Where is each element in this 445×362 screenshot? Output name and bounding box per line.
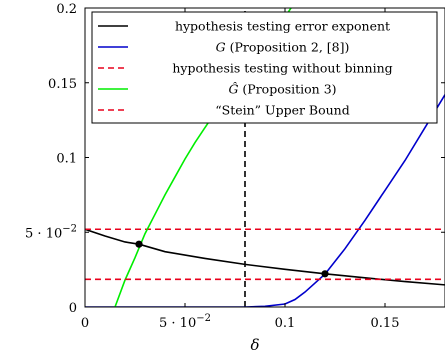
x-axis-label: δ xyxy=(250,336,259,354)
y-tick-label: 0.1 xyxy=(56,152,77,167)
legend-label-stein-upper-bound: “Stein” Upper Bound xyxy=(215,103,350,118)
legend-label-g-proposition-2-8: G (Proposition 2, [8]) xyxy=(216,40,350,55)
series-line-hypothesis-testing-error-exponent xyxy=(85,228,445,286)
y-tick-label: 5 · 10−2 xyxy=(25,223,77,241)
y-tick-label: 0.15 xyxy=(48,77,77,92)
legend: hypothesis testing error exponent G (Prop… xyxy=(91,11,438,124)
series-line-g-proposition-2-8 xyxy=(85,94,445,307)
intersection-marker xyxy=(321,270,329,278)
x-tick-label: 0.1 xyxy=(275,316,296,331)
x-tick-label: 0.15 xyxy=(371,316,400,331)
legend-label-hypothesis-testing-error-exponent: hypothesis testing error exponent xyxy=(175,19,390,34)
axes: 0 5 · 10−2 0.1 0.15 0 5 · 10−2 0.1 0.15 0.2 δ xyxy=(25,2,445,354)
plot-area xyxy=(85,8,445,307)
legend-box xyxy=(91,11,438,124)
x-tick-label: 0 xyxy=(81,316,89,331)
legend-label-hypothesis-testing-without-binning: hypothesis testing without binning xyxy=(172,61,392,76)
intersection-marker xyxy=(135,240,143,248)
y-tick-label: 0.2 xyxy=(56,2,77,17)
y-tick-label: 0 xyxy=(69,301,77,316)
legend-label-proposition-3: Ĝ (Proposition 3) xyxy=(228,81,336,97)
x-tick-label: 5 · 10−2 xyxy=(159,313,211,331)
